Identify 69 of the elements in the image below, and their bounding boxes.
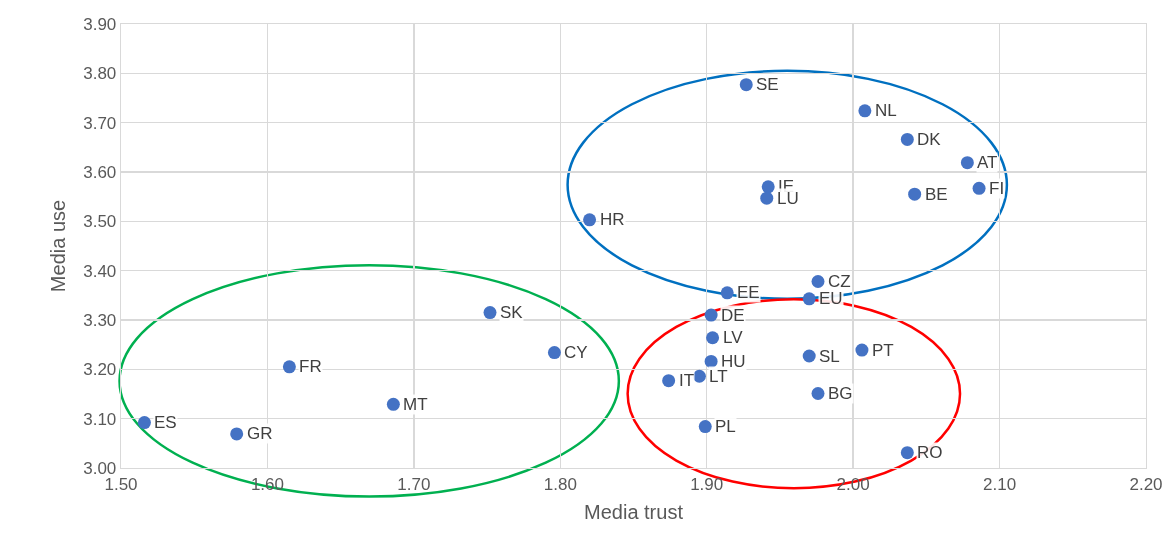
y-tick-label: 3.80: [83, 64, 117, 84]
point: [900, 446, 914, 460]
point: [720, 286, 734, 300]
point: [760, 191, 774, 205]
point: [811, 387, 825, 400]
point: [230, 427, 244, 441]
point: [662, 374, 676, 388]
point: [137, 416, 151, 430]
point: [483, 306, 497, 320]
point: [386, 397, 400, 411]
x-tick-label: 2.20: [1129, 474, 1163, 494]
y-tick-label: 3.60: [83, 162, 117, 182]
data-label: IT: [679, 371, 695, 390]
point: [706, 331, 720, 345]
point: [811, 275, 825, 289]
x-tick-label: 1.90: [690, 474, 724, 494]
data-label: DK: [917, 130, 942, 149]
x-tick-label: 1.80: [543, 474, 577, 494]
point: [802, 349, 816, 363]
data-label: CZ: [828, 272, 851, 291]
point: [547, 346, 561, 360]
point: [704, 308, 718, 322]
data-label: SE: [756, 75, 779, 94]
data-label: MT: [403, 395, 428, 414]
x-axis-title: Media trust: [584, 501, 684, 524]
data-label: SK: [500, 303, 524, 322]
data-label: HU: [721, 352, 746, 371]
x-tick-label: 1.70: [397, 474, 431, 494]
data-label: SL: [819, 347, 840, 366]
data-label: HR: [600, 210, 625, 229]
point: [583, 213, 597, 227]
data-label: FI: [989, 179, 1005, 198]
point: [900, 132, 914, 146]
point: [855, 343, 869, 357]
point: [960, 156, 974, 170]
y-tick-label: 3.70: [83, 113, 117, 133]
data-label: PL: [715, 417, 736, 436]
data-label: FR: [299, 357, 322, 376]
data-label: GR: [247, 424, 273, 443]
point: [704, 354, 718, 368]
data-label: RO: [917, 443, 943, 462]
data-label: LV: [723, 328, 744, 347]
data-label: BE: [925, 185, 948, 204]
point: [761, 180, 775, 194]
point: [972, 181, 986, 195]
point: [802, 292, 816, 306]
data-label: PT: [872, 341, 894, 360]
point: [908, 187, 922, 201]
point: [858, 104, 872, 118]
data-label: NL: [875, 101, 897, 120]
y-tick-label: 3.40: [83, 261, 117, 281]
data-label: AT: [977, 153, 998, 172]
y-tick-label: 3.90: [83, 14, 117, 34]
data-label: EU: [819, 289, 843, 308]
y-tick-label: 3.30: [83, 310, 117, 330]
point: [739, 78, 753, 92]
point: [282, 360, 296, 374]
x-tick-label: 2.10: [983, 474, 1017, 494]
data-label: BG: [828, 384, 853, 403]
data-label: ES: [154, 413, 177, 432]
y-tick-label: 3.20: [83, 360, 117, 380]
data-label: DE: [721, 306, 745, 325]
y-tick-label: 3.10: [83, 409, 117, 429]
point: [698, 420, 712, 434]
data-label: LT: [709, 367, 728, 386]
y-axis-title: Media use: [46, 199, 69, 293]
y-tick-label: 3.50: [83, 212, 117, 232]
data-label: CY: [564, 343, 588, 362]
data-label: EE: [737, 283, 760, 302]
